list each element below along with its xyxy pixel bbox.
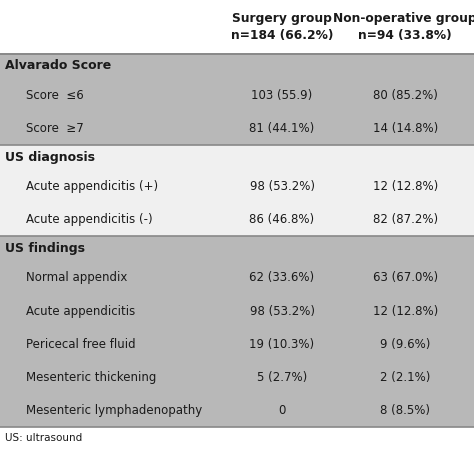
Text: US diagnosis: US diagnosis xyxy=(5,151,95,164)
Bar xyxy=(0,203,474,236)
Bar xyxy=(0,54,474,79)
Text: 80 (85.2%): 80 (85.2%) xyxy=(373,89,438,101)
Bar xyxy=(0,0,474,54)
Text: Normal appendix: Normal appendix xyxy=(26,271,128,284)
Text: Mesenteric lymphadenopathy: Mesenteric lymphadenopathy xyxy=(26,404,202,417)
Bar xyxy=(0,236,474,261)
Text: 8 (8.5%): 8 (8.5%) xyxy=(380,404,430,417)
Text: US: ultrasound: US: ultrasound xyxy=(5,433,82,443)
Text: 103 (55.9): 103 (55.9) xyxy=(251,89,313,101)
Text: 5 (2.7%): 5 (2.7%) xyxy=(257,371,307,384)
Text: Pericecal free fluid: Pericecal free fluid xyxy=(26,338,136,351)
Text: Score  ≥7: Score ≥7 xyxy=(26,122,84,135)
Bar xyxy=(0,361,474,394)
Text: US findings: US findings xyxy=(5,242,85,255)
Text: Acute appendicitis (+): Acute appendicitis (+) xyxy=(26,180,158,193)
Text: 82 (87.2%): 82 (87.2%) xyxy=(373,213,438,226)
Text: 14 (14.8%): 14 (14.8%) xyxy=(373,122,438,135)
Text: Score  ≤6: Score ≤6 xyxy=(26,89,84,101)
Text: Surgery group: Surgery group xyxy=(232,12,332,25)
Text: 12 (12.8%): 12 (12.8%) xyxy=(373,180,438,193)
Text: 86 (46.8%): 86 (46.8%) xyxy=(249,213,315,226)
Text: Non-operative group: Non-operative group xyxy=(333,12,474,25)
Text: Acute appendicitis (-): Acute appendicitis (-) xyxy=(26,213,153,226)
Text: 62 (33.6%): 62 (33.6%) xyxy=(249,271,315,284)
Bar xyxy=(0,394,474,428)
Bar xyxy=(0,328,474,361)
Text: n=94 (33.8%): n=94 (33.8%) xyxy=(358,29,452,43)
Text: 2 (2.1%): 2 (2.1%) xyxy=(380,371,430,384)
Text: 98 (53.2%): 98 (53.2%) xyxy=(249,180,315,193)
Text: 12 (12.8%): 12 (12.8%) xyxy=(373,305,438,318)
Text: 9 (9.6%): 9 (9.6%) xyxy=(380,338,430,351)
Text: 81 (44.1%): 81 (44.1%) xyxy=(249,122,315,135)
Bar xyxy=(0,261,474,294)
Text: Mesenteric thickening: Mesenteric thickening xyxy=(26,371,156,384)
Bar xyxy=(0,294,474,328)
Text: Acute appendicitis: Acute appendicitis xyxy=(26,305,135,318)
Bar xyxy=(0,170,474,203)
Text: Alvarado Score: Alvarado Score xyxy=(5,60,111,73)
Bar xyxy=(0,112,474,145)
Text: 63 (67.0%): 63 (67.0%) xyxy=(373,271,438,284)
Bar xyxy=(0,79,474,112)
Text: 19 (10.3%): 19 (10.3%) xyxy=(249,338,315,351)
Text: 0: 0 xyxy=(278,404,286,417)
Bar xyxy=(0,145,474,170)
Text: 98 (53.2%): 98 (53.2%) xyxy=(249,305,315,318)
Text: n=184 (66.2%): n=184 (66.2%) xyxy=(231,29,333,43)
